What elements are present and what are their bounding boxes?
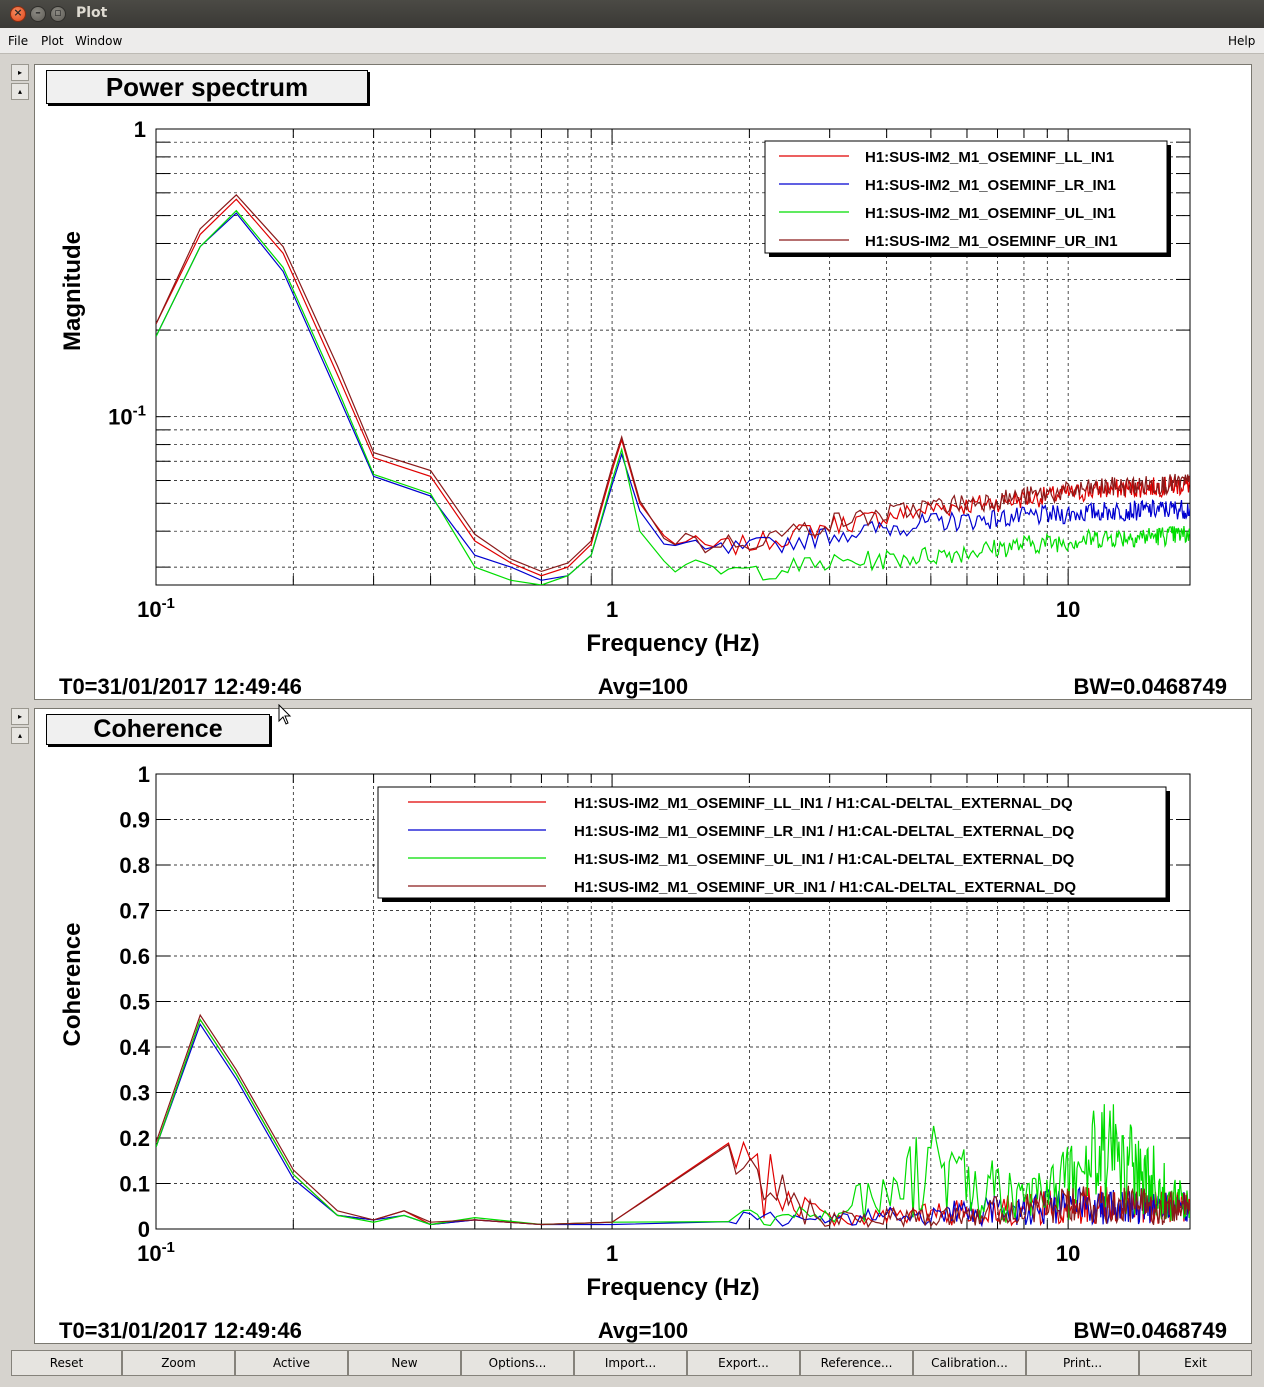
- x-tick-label: 10: [1056, 1241, 1080, 1266]
- power-spectrum-chart: 10-1 1 10 1 10-1 Frequency (Hz) Magnitude H1:SU…: [59, 117, 1228, 699]
- y-tick-label: 0.5: [119, 990, 150, 1015]
- legend-label-LL: H1:SUS-IM2_M1_OSEMINF_LL_IN1: [865, 149, 1114, 166]
- power-spectrum-title[interactable]: Power spectrum: [46, 70, 368, 104]
- legend-label-UR: H1:SUS-IM2_M1_OSEMINF_UR_IN1: [865, 233, 1118, 250]
- menu-help[interactable]: Help: [1228, 34, 1256, 48]
- menu-bar: File Plot Window Help: [0, 28, 1264, 54]
- series-line-LR: [156, 212, 1190, 581]
- mouse-cursor-icon: [278, 704, 292, 725]
- x-tick-label: 10: [1056, 597, 1080, 622]
- close-window-button[interactable]: ×: [10, 6, 26, 22]
- window-title: Plot: [76, 5, 108, 21]
- footer-t0: T0=31/01/2017 12:49:46: [59, 1318, 302, 1343]
- legend-box: [377, 786, 1167, 899]
- footer-bw: BW=0.0468749: [1074, 674, 1228, 699]
- reference-button[interactable]: Reference...: [800, 1350, 913, 1376]
- y-tick-label: 0: [138, 1217, 150, 1242]
- x-tick-label: 1: [606, 1241, 618, 1266]
- y-tick-label: 1: [138, 762, 150, 787]
- pad2-up-button[interactable]: ▴: [11, 727, 29, 744]
- menu-plot[interactable]: Plot: [41, 34, 64, 48]
- y-tick-label: 0.9: [119, 808, 150, 833]
- y-axis-label: Magnitude: [59, 231, 86, 351]
- legend-label-UR: H1:SUS-IM2_M1_OSEMINF_UR_IN1 / H1:CAL-DE…: [574, 879, 1076, 896]
- options-button[interactable]: Options...: [461, 1350, 574, 1376]
- menu-file[interactable]: File: [8, 34, 29, 48]
- active-button[interactable]: Active: [235, 1350, 348, 1376]
- coherence-chart: 10-1 1 10 0 0.1 0.2 0.3 0.4 0.5 0.6 0.7 0.8 0.9 1 Freq…: [59, 762, 1228, 1343]
- y-tick-label: 0.1: [119, 1172, 150, 1197]
- footer-bw: BW=0.0468749: [1074, 1318, 1228, 1343]
- legend-box: [764, 140, 1168, 254]
- x-axis-label: Frequency (Hz): [586, 630, 759, 657]
- exit-button[interactable]: Exit: [1139, 1350, 1252, 1376]
- footer-avg: Avg=100: [598, 1318, 688, 1343]
- x-tick-label: 10-1: [137, 1239, 175, 1266]
- minimize-window-button[interactable]: –: [30, 6, 46, 22]
- pad1-up-button[interactable]: ▴: [11, 83, 29, 100]
- legend-label-UL: H1:SUS-IM2_M1_OSEMINF_UL_IN1: [865, 205, 1116, 222]
- y-tick-label: 0.3: [119, 1081, 150, 1106]
- y-tick-label: 1: [134, 117, 146, 142]
- y-tick-label: 10-1: [108, 403, 146, 430]
- x-axis-label: Frequency (Hz): [586, 1274, 759, 1301]
- window-titlebar: × – ▫ Plot: [0, 0, 1264, 28]
- series-line-UR: [156, 194, 1190, 573]
- legend-label-LR: H1:SUS-IM2_M1_OSEMINF_LR_IN1 / H1:CAL-DE…: [574, 823, 1075, 840]
- minimize-icon: –: [35, 6, 41, 19]
- series-line-UR: [156, 1013, 1190, 1229]
- y-tick-label: 0.2: [119, 1126, 150, 1151]
- y-axis-label: Coherence: [59, 922, 86, 1046]
- x-tick-label: 10-1: [137, 595, 175, 622]
- calibration-button[interactable]: Calibration...: [913, 1350, 1026, 1376]
- import-button[interactable]: Import...: [574, 1350, 687, 1376]
- power-spectrum-pad[interactable]: 10-1 1 10 1 10-1 Frequency (Hz) Magnitude H1:SU…: [34, 64, 1252, 700]
- new-button[interactable]: New: [348, 1350, 461, 1376]
- footer-avg: Avg=100: [598, 674, 688, 699]
- export-button[interactable]: Export...: [687, 1350, 800, 1376]
- coherence-title[interactable]: Coherence: [46, 714, 270, 745]
- button-bar: Reset Zoom Active New Options... Import.…: [0, 1348, 1264, 1378]
- reset-button[interactable]: Reset: [11, 1350, 122, 1376]
- y-tick-label: 0.6: [119, 944, 150, 969]
- y-tick-label: 0.8: [119, 853, 150, 878]
- legend-label-LL: H1:SUS-IM2_M1_OSEMINF_LL_IN1 / H1:CAL-DE…: [574, 795, 1073, 812]
- zoom-button[interactable]: Zoom: [122, 1350, 235, 1376]
- pad1-next-button[interactable]: ▸: [11, 64, 29, 81]
- maximize-window-button[interactable]: ▫: [50, 6, 66, 22]
- close-icon: ×: [13, 6, 23, 19]
- y-tick-label: 0.4: [119, 1035, 150, 1060]
- coherence-pad[interactable]: 10-1 1 10 0 0.1 0.2 0.3 0.4 0.5 0.6 0.7 0.8 0.9 1 Freq…: [34, 708, 1252, 1344]
- print-button[interactable]: Print...: [1026, 1350, 1139, 1376]
- y-tick-label: 0.7: [119, 899, 150, 924]
- pad2-next-button[interactable]: ▸: [11, 708, 29, 725]
- maximize-icon: ▫: [54, 6, 62, 19]
- menu-window[interactable]: Window: [75, 34, 123, 48]
- legend-label-LR: H1:SUS-IM2_M1_OSEMINF_LR_IN1: [865, 177, 1116, 194]
- footer-t0: T0=31/01/2017 12:49:46: [59, 674, 302, 699]
- series-line-UL: [156, 209, 1190, 585]
- x-tick-label: 1: [606, 597, 618, 622]
- legend-label-UL: H1:SUS-IM2_M1_OSEMINF_UL_IN1 / H1:CAL-DE…: [574, 851, 1075, 868]
